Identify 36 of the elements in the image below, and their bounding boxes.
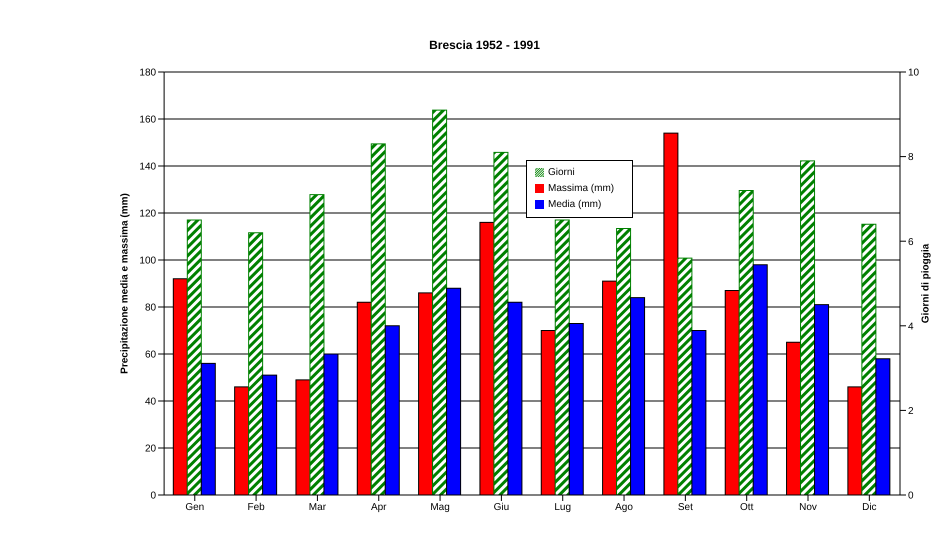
y-tick-label: 40	[144, 396, 157, 408]
y2-tick-label: 6	[908, 236, 914, 248]
y-tick-label: 160	[139, 114, 157, 126]
x-tick-label: Feb	[247, 502, 266, 514]
y-axis-title: Precipitazione media e massima (mm)	[120, 193, 131, 374]
y-tick-label: 80	[144, 302, 157, 314]
x-tick-label: Lug	[554, 502, 572, 514]
y-tick-label: 20	[144, 444, 157, 455]
x-tick-label: Mag	[430, 502, 450, 514]
x-tick-label: Mar	[308, 502, 327, 514]
x-tick-label: Set	[678, 502, 694, 514]
legend-label: Massima (mm)	[548, 183, 614, 194]
x-tick-label: Ago	[615, 502, 634, 514]
y-tick-label: 0	[150, 490, 157, 502]
y-tick-label: 120	[139, 208, 157, 220]
x-tick-label: Giu	[494, 502, 510, 514]
y-tick-label: 140	[139, 162, 157, 173]
x-tick-label: Apr	[370, 502, 388, 514]
y-tick-label: 60	[144, 350, 157, 361]
x-tick-label: Gen	[185, 502, 204, 514]
y2-axis-title: Giorni di pioggia	[920, 243, 932, 324]
y-tick-label: 180	[139, 68, 157, 79]
x-tick-label: Ott	[740, 502, 754, 514]
bar	[309, 194, 324, 495]
y2-tick-label: 10	[908, 68, 920, 79]
x-tick-label: Nov	[799, 502, 817, 514]
legend-label: Media (mm)	[548, 199, 602, 210]
y-tick-label: 100	[139, 256, 157, 267]
y2-tick-label: 8	[908, 152, 914, 164]
legend-label: Giorni	[548, 167, 575, 178]
x-tick-label: Dic	[862, 502, 877, 514]
bar	[248, 232, 264, 495]
chart-title: Brescia 1952 - 1991	[428, 38, 541, 52]
y2-tick-label: 2	[908, 406, 914, 417]
y2-tick-label: 4	[908, 321, 914, 332]
y2-tick-label: 0	[908, 490, 914, 502]
